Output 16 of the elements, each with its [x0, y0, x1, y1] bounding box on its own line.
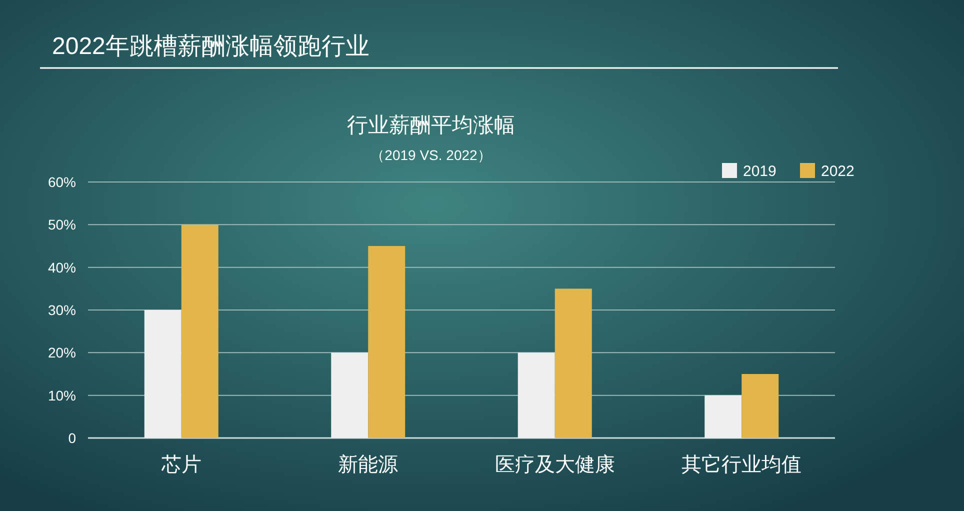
y-tick-label: 0: [68, 430, 76, 446]
y-tick-label: 20%: [48, 344, 76, 361]
y-tick-label: 50%: [48, 216, 76, 233]
chart-subtitle: 行业薪酬平均涨幅: [347, 114, 515, 137]
x-tick-label: 其它行业均值: [682, 453, 802, 476]
y-tick-label: 60%: [48, 174, 76, 190]
x-tick-label: 新能源: [338, 454, 398, 476]
x-tick-label: 芯片: [160, 454, 202, 476]
legend-label: 2019: [743, 163, 776, 180]
x-tick-label: 医疗及大健康: [494, 454, 615, 476]
y-tick-label: 30%: [48, 302, 76, 318]
y-tick-label: 10%: [48, 387, 76, 404]
y-tick-label: 40%: [48, 259, 76, 276]
text: （2019 VS. 2022）: [370, 147, 492, 163]
legend-label: 2022: [821, 163, 854, 180]
chart-title: 2022年跳槽薪酬涨幅领跑行业: [52, 33, 370, 60]
